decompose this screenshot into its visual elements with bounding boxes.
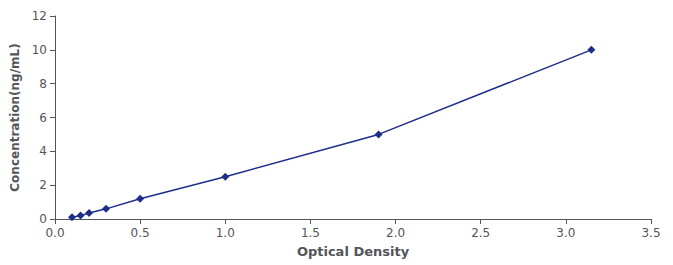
- svg-text:Concentration(ng/mL): Concentration(ng/mL): [8, 43, 22, 191]
- svg-text:0.0: 0.0: [45, 226, 64, 240]
- svg-text:12: 12: [32, 9, 47, 23]
- svg-text:0: 0: [39, 212, 47, 226]
- svg-text:2: 2: [39, 178, 47, 192]
- svg-text:1.0: 1.0: [216, 226, 235, 240]
- svg-text:0.5: 0.5: [131, 226, 150, 240]
- svg-text:10: 10: [32, 43, 47, 57]
- svg-text:3.0: 3.0: [556, 226, 575, 240]
- svg-text:3.5: 3.5: [641, 226, 660, 240]
- svg-text:4: 4: [39, 144, 47, 158]
- svg-text:8: 8: [39, 77, 47, 91]
- svg-text:2.0: 2.0: [386, 226, 405, 240]
- svg-text:Optical Density: Optical Density: [297, 244, 410, 259]
- svg-text:1.5: 1.5: [301, 226, 320, 240]
- svg-text:2.5: 2.5: [471, 226, 490, 240]
- svg-text:6: 6: [39, 111, 47, 125]
